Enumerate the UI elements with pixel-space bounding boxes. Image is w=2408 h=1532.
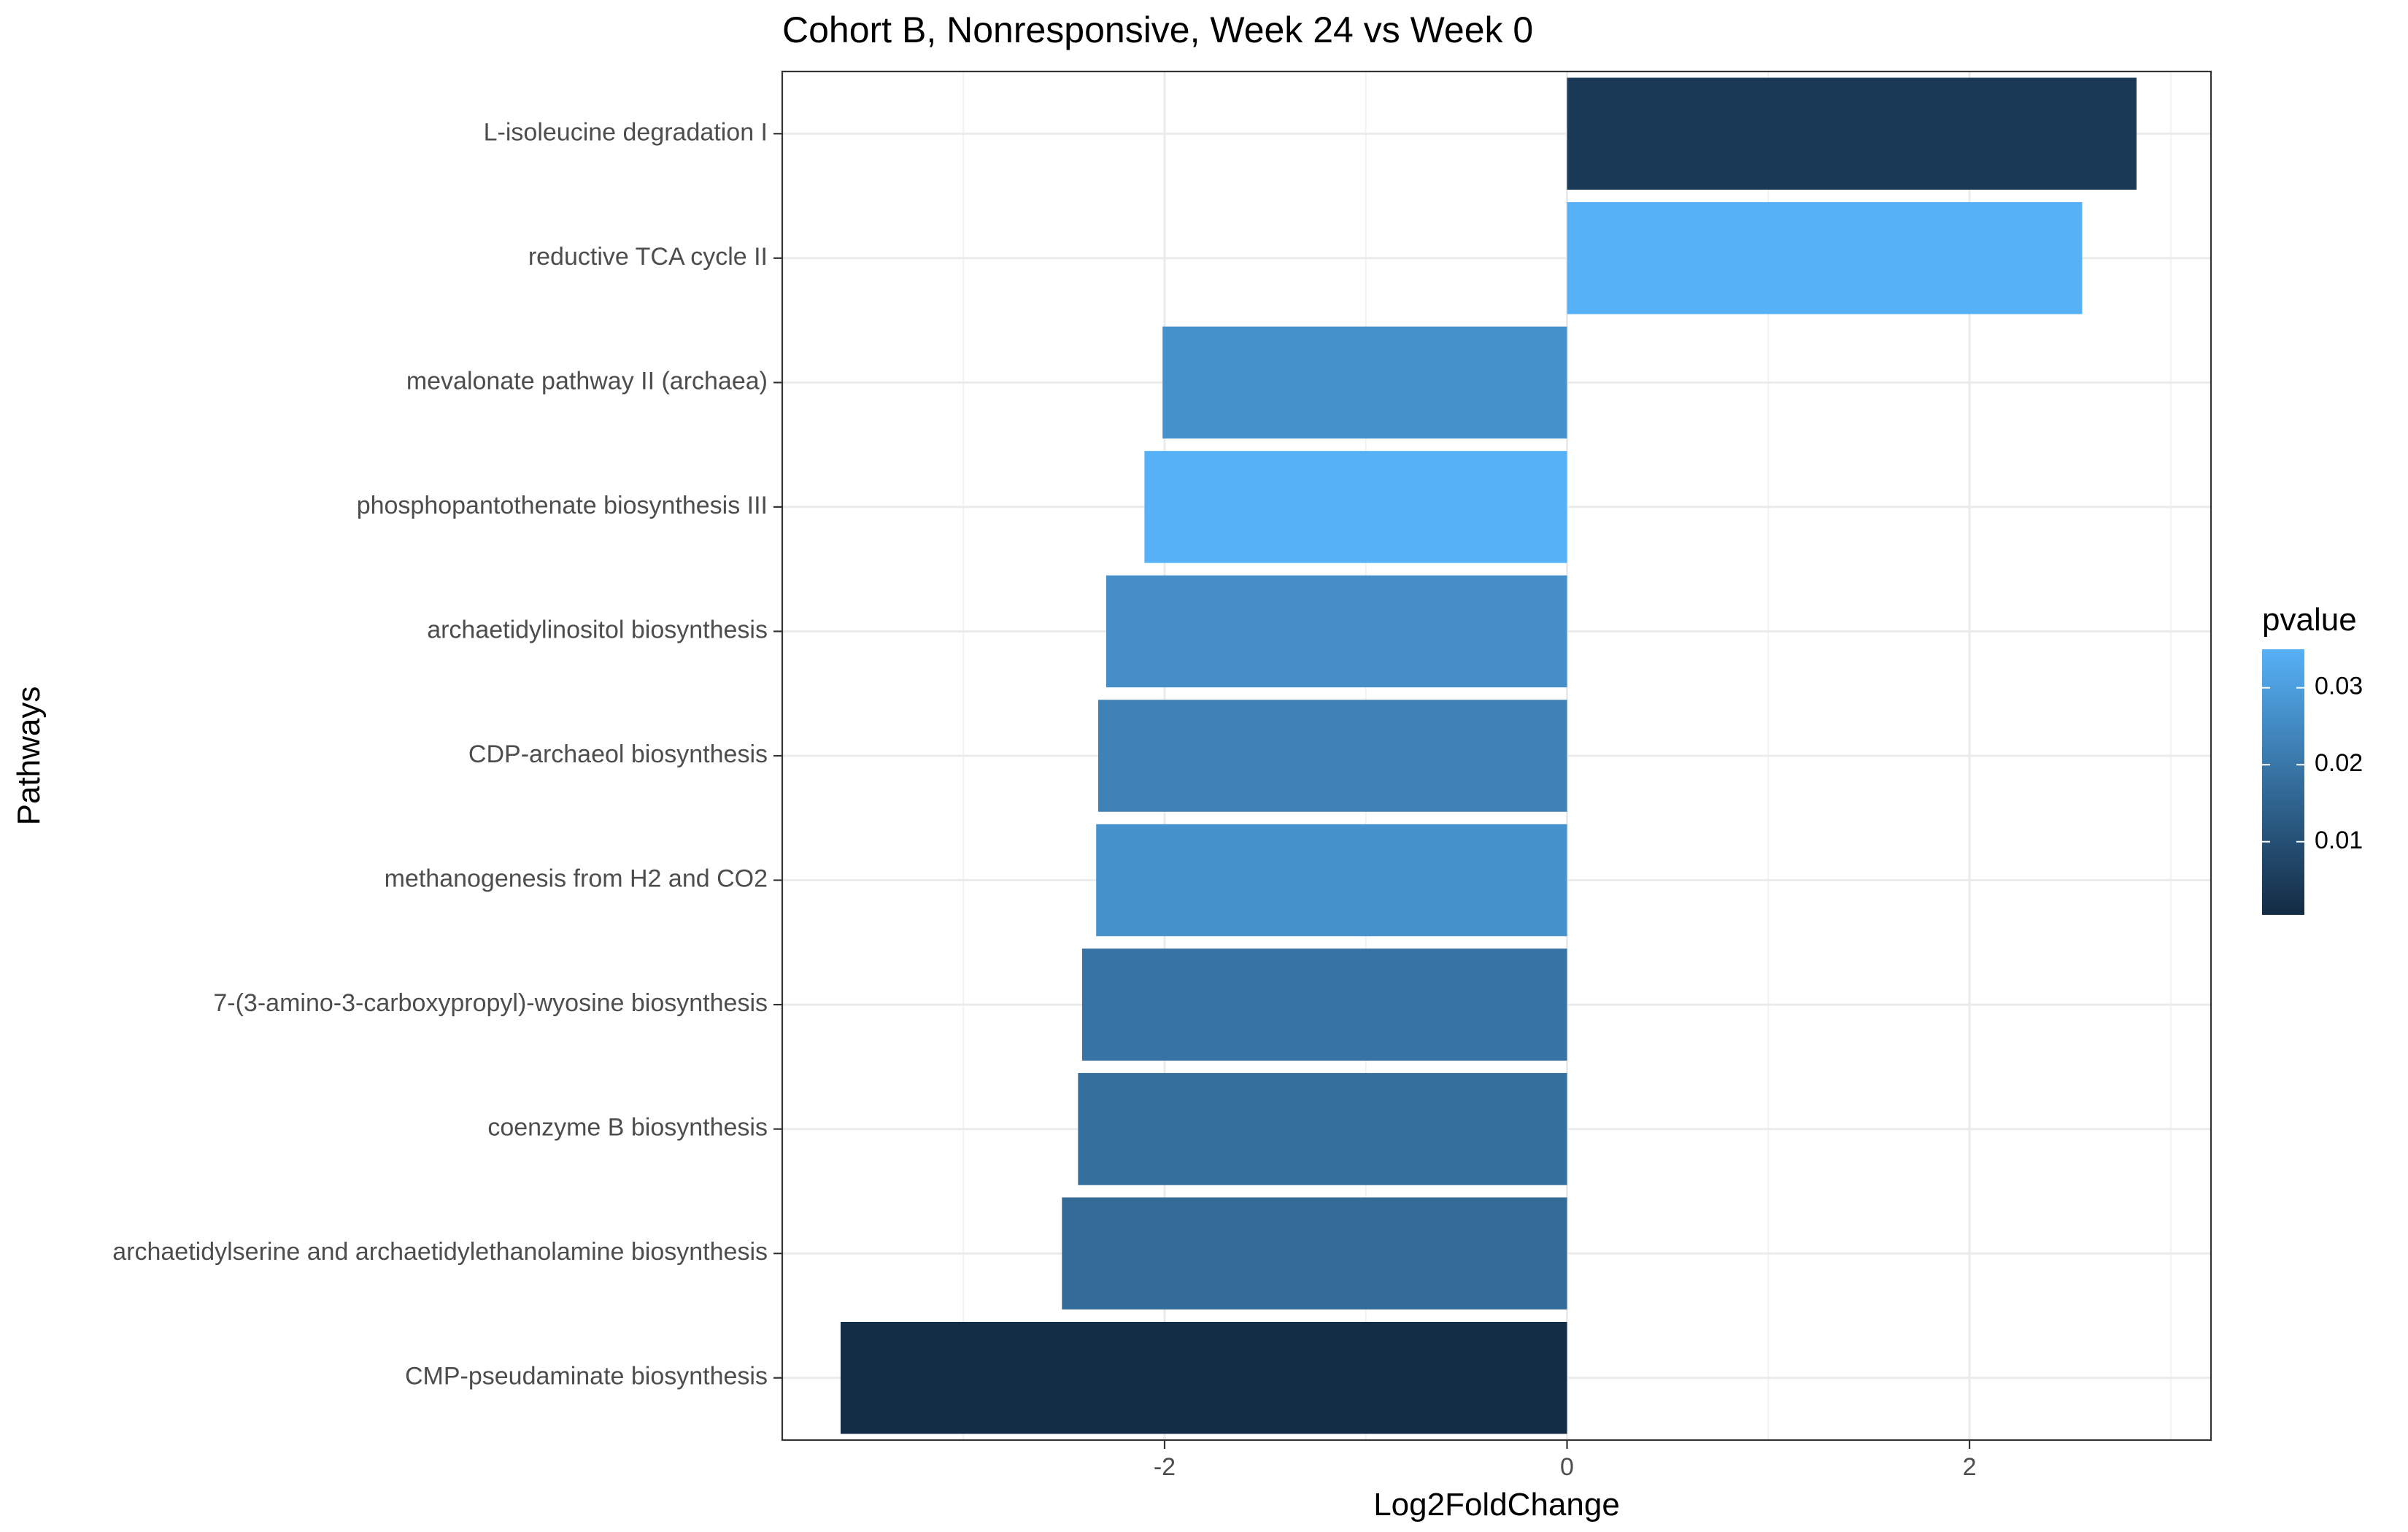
y-tick-label: coenzyme B biosynthesis [487,1114,768,1142]
y-tick-label: 7-(3-amino-3-carboxypropyl)-wyosine bios… [213,989,768,1017]
legend-tick-label: 0.01 [2315,827,2363,854]
y-axis-label: Pathways [11,686,47,826]
legend-title: pvalue [2262,602,2357,638]
bar [1081,948,1567,1061]
bar [1144,451,1567,563]
y-tick-label: CDP-archaeol biosynthesis [468,740,768,768]
y-tick-label: archaetidylserine and archaetidylethanol… [112,1238,768,1266]
bar [1567,202,2083,314]
bar [1162,326,1567,439]
bar [1062,1197,1567,1309]
bars [840,77,2137,1434]
legend-colorbar [2262,649,2304,915]
bar [1096,824,1567,937]
chart-title: Cohort B, Nonresponsive, Week 24 vs Week… [782,9,1533,50]
color-legend: pvalue 0.01 0.02 0.03 [2262,602,2363,915]
bar [1567,77,2137,190]
bar [1078,1072,1567,1185]
x-tick-label: -2 [1154,1453,1176,1481]
y-tick-label: phosphopantothenate biosynthesis III [357,492,768,519]
y-tick-label: mevalonate pathway II (archaea) [406,367,768,395]
y-tick-label: reductive TCA cycle II [528,243,768,271]
legend-ticks: 0.01 0.02 0.03 [2262,673,2363,854]
y-tick-label: CMP-pseudaminate biosynthesis [405,1363,768,1390]
x-axis-label: Log2FoldChange [1373,1487,1620,1523]
y-tick-label: L-isoleucine degradation I [484,118,768,146]
bar [1105,575,1567,688]
legend-tick-label: 0.02 [2315,749,2363,777]
x-tick-label: 2 [1963,1453,1977,1481]
y-tick-label: methanogenesis from H2 and CO2 [385,865,768,893]
y-tick-label: archaetidylinositol biosynthesis [427,616,768,643]
bar [840,1321,1567,1434]
y-axis: L-isoleucine degradation I reductive TCA … [112,118,782,1390]
legend-tick-label: 0.03 [2315,673,2363,700]
bar [1097,700,1567,812]
x-tick-label: 0 [1560,1453,1574,1481]
x-axis: -2 0 2 [1154,1440,1977,1481]
plot-panel [781,70,2212,1442]
